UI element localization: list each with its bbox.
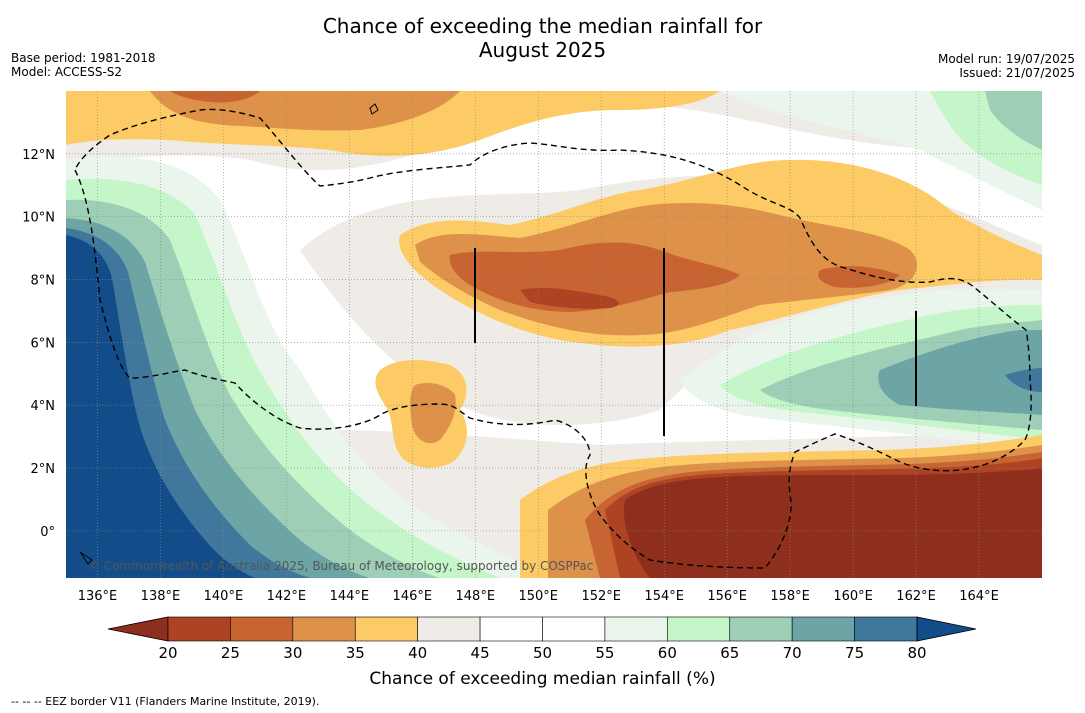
lon-tick-label: 142°E [267, 589, 307, 604]
colorbar-tick-label: 65 [720, 644, 739, 662]
lat-tick-label: 12°N [22, 148, 55, 163]
region-70-ne [985, 91, 1042, 150]
region-40-top-right [540, 91, 620, 103]
colorbar-segment [542, 616, 606, 642]
colorbar-segment [604, 616, 668, 642]
lon-tick-label: 144°E [330, 589, 370, 604]
lon-tick-label: 156°E [707, 589, 747, 604]
colorbar-segment [230, 616, 294, 642]
lon-tick-label: 150°E [518, 589, 558, 604]
eez-footnote: -- -- -- EEZ border V11 (Flanders Marine… [11, 695, 320, 708]
colorbar-segment [667, 616, 731, 642]
region-75-east [878, 330, 1042, 415]
lon-tick-label: 164°E [959, 589, 999, 604]
copyright-text: © Commonwealth of Australia 2025, Bureau… [88, 559, 593, 573]
colorbar-segment [292, 616, 356, 642]
colorbar-segment [479, 616, 543, 642]
lon-tick-label: 140°E [204, 589, 244, 604]
model-run-label: Model run: 19/07/2025 [937, 52, 1075, 66]
lat-tick-label: 2°N [31, 462, 56, 477]
colorbar-arrow-high [916, 616, 977, 642]
lon-tick-label: 138°E [141, 589, 181, 604]
island-outline [79, 103, 379, 565]
issued-label: Issued: 21/07/2025 [959, 66, 1075, 80]
region-30-central [449, 242, 740, 312]
lon-tick-label: 148°E [456, 589, 496, 604]
lat-tick-label: 4°N [31, 399, 56, 414]
colorbar-tick-label: 25 [221, 644, 240, 662]
region-35-patch-4n [410, 383, 456, 444]
lat-tick-label: 10°N [22, 211, 55, 226]
colorbar-arrow-low [107, 616, 169, 642]
base-period-label: Base period: 1981-2018 [11, 51, 156, 65]
lat-tick-label: 6°N [31, 336, 56, 351]
region-30-top [170, 91, 260, 103]
region-80-east [1005, 368, 1042, 392]
colorbar-segment [854, 616, 918, 642]
lon-tick-label: 160°E [833, 589, 873, 604]
region-20-south [624, 468, 1042, 578]
colorbar-tick-label: 35 [346, 644, 365, 662]
region-over80-west [66, 235, 255, 578]
colorbar-tick-label: 55 [595, 644, 614, 662]
chart-title: Chance of exceeding the median rainfall … [0, 14, 1085, 62]
model-label: Model: ACCESS-S2 [11, 65, 123, 79]
axis-labels: 136°E 138°E 140°E 142°E 144°E 146°E 148°E 150°E… [22, 148, 999, 604]
title-line-2: August 2025 [478, 38, 607, 62]
colorbar-segment [354, 616, 418, 642]
region-25-central [520, 287, 619, 309]
colorbar-tick-label: 20 [158, 644, 177, 662]
colorbar-tick-label: 50 [533, 644, 552, 662]
region-30-central-east [818, 266, 900, 288]
gridlines [66, 91, 1042, 578]
title-line-1: Chance of exceeding the median rainfall … [322, 14, 763, 38]
colorbar-tick-label: 75 [845, 644, 864, 662]
lon-tick-label: 154°E [644, 589, 684, 604]
colorbar-segment [729, 616, 793, 642]
colorbar-segment [791, 616, 855, 642]
lon-tick-label: 158°E [770, 589, 810, 604]
colorbar-tick-label: 60 [658, 644, 677, 662]
lon-tick-label: 136°E [78, 589, 118, 604]
colorbar-tick-label: 80 [907, 644, 926, 662]
colorbar-tick-label: 45 [471, 644, 490, 662]
lat-tick-label: 0° [40, 525, 55, 540]
lon-tick-label: 152°E [581, 589, 621, 604]
colorbar-label: Chance of exceeding median rainfall (%) [369, 669, 716, 689]
colorbar-tick-label: 30 [283, 644, 302, 662]
colorbar-tick-label: 70 [783, 644, 802, 662]
map-canvas: © Commonwealth of Australia 2025, Bureau… [66, 91, 1042, 578]
lon-tick-label: 162°E [896, 589, 936, 604]
lat-tick-label: 8°N [31, 274, 56, 289]
meta-left: Base period: 1981-2018 Model: ACCESS-S2 [11, 51, 156, 79]
colorbar-segment [417, 616, 481, 642]
meta-right: Model run: 19/07/2025 Issued: 21/07/2025 [938, 52, 1075, 80]
lon-tick-label: 146°E [393, 589, 433, 604]
colorbar: 20 25 30 35 40 45 50 55 60 65 70 75 80 [107, 616, 977, 662]
eez-border-fsm [74, 108, 1032, 569]
colorbar-tick-label: 40 [408, 644, 427, 662]
colorbar-segment [167, 616, 231, 642]
